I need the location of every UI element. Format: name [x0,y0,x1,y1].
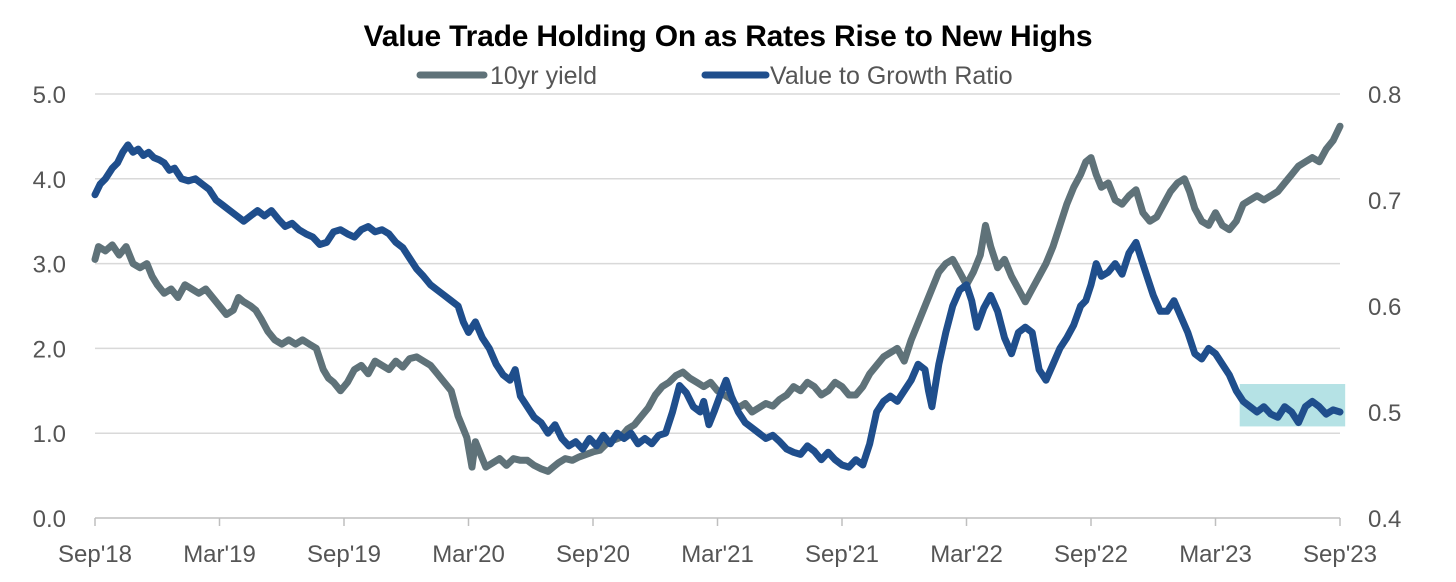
x-tick-label: Sep'19 [307,541,381,568]
y-left-tick-label: 5.0 [33,82,66,109]
y-left-tick-label: 3.0 [33,252,66,279]
series-layer [91,122,1344,475]
y-left-tick-label: 4.0 [33,167,66,194]
x-tick-label: Mar'21 [681,541,754,568]
y-left-tick-label: 1.0 [33,421,66,448]
y-left-tick-label: 0.0 [33,506,66,533]
x-tick-label: Mar'19 [183,541,256,568]
x-tick-label: Mar'22 [930,541,1003,568]
x-tick-label: Sep'23 [1303,541,1377,568]
axis-layer: 0.0 1.0 2.0 3.0 4.0 5.0 0.4 0.5 0.6 0.7 0.8 Sep'18 M… [33,82,1402,568]
x-tick-label: Sep'20 [556,541,630,568]
y-right-tick-label: 0.7 [1368,188,1401,215]
legend-label-value-to-growth-ratio: Value to Growth Ratio [770,62,1013,90]
chart-title: Value Trade Holding On as Rates Rise to … [363,20,1093,53]
x-tick-label: Sep'22 [1054,541,1128,568]
y-left-tick-label: 2.0 [33,336,66,363]
legend-label-10yr-yield: 10yr yield [490,62,597,90]
y-right-tick-label: 0.4 [1368,506,1401,533]
y-right-tick-label: 0.6 [1368,294,1401,321]
legend: 10yr yield Value to Growth Ratio [416,62,1013,90]
x-tick-label: Sep'18 [58,541,132,568]
x-tick-label: Mar'20 [432,541,505,568]
gridlines [95,93,1340,434]
series-line-10yr-yield [91,122,1344,475]
highlight-box [1239,384,1346,427]
y-right-tick-label: 0.5 [1368,400,1401,427]
x-tick-label: Mar'23 [1179,541,1252,568]
y-right-tick-label: 0.8 [1368,82,1401,109]
highlight-layer [1239,384,1346,427]
x-tick-label: Sep'21 [805,541,879,568]
series-line-value-to-growth-ratio [91,141,1344,471]
